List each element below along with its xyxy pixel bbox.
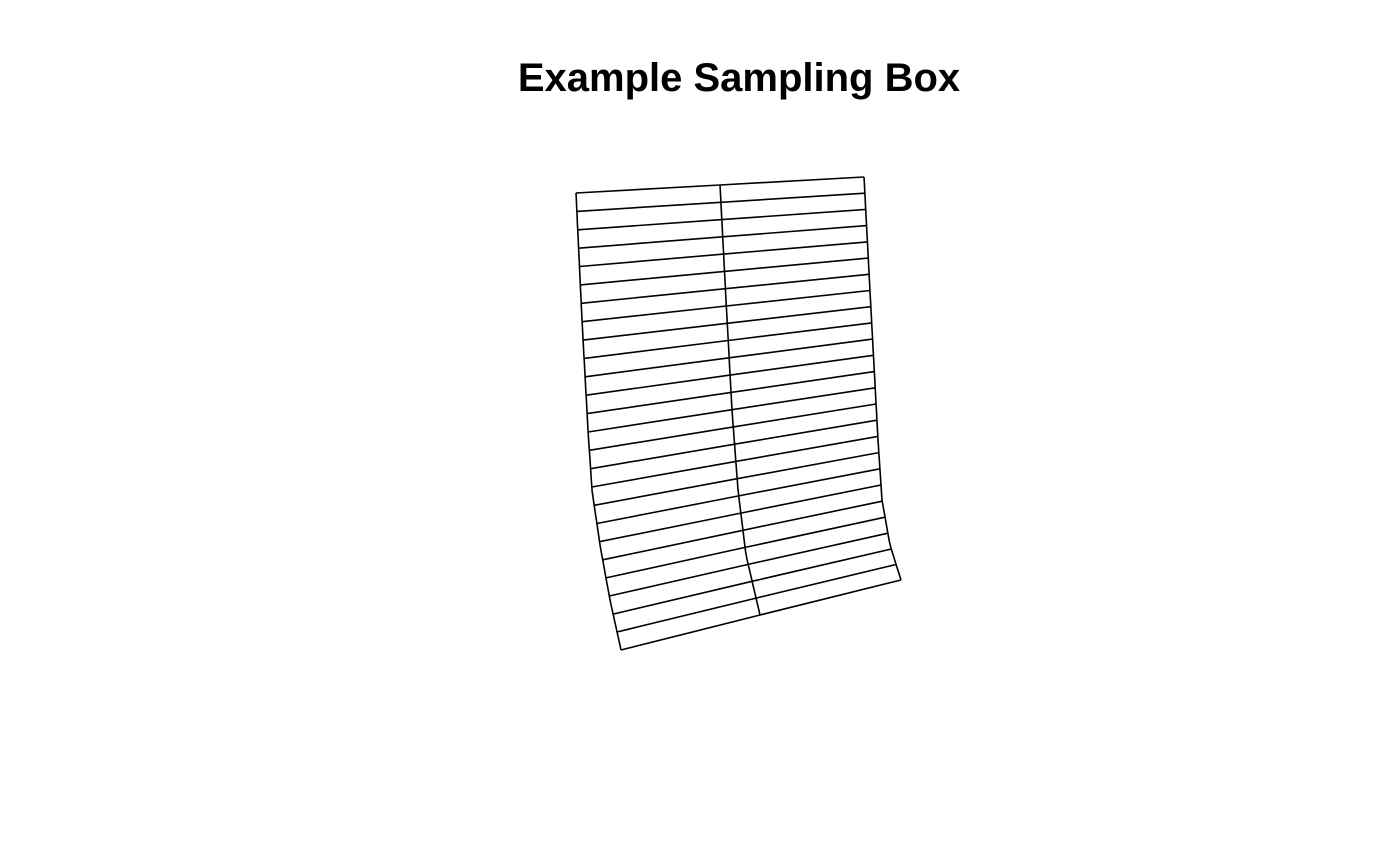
bottom-edge [620, 579, 902, 651]
plot-title: Example Sampling Box [517, 56, 961, 100]
column-divider [719, 184, 761, 616]
left-edge [575, 192, 622, 651]
sampling-box-grid [575, 176, 902, 651]
right-edge [863, 176, 902, 581]
